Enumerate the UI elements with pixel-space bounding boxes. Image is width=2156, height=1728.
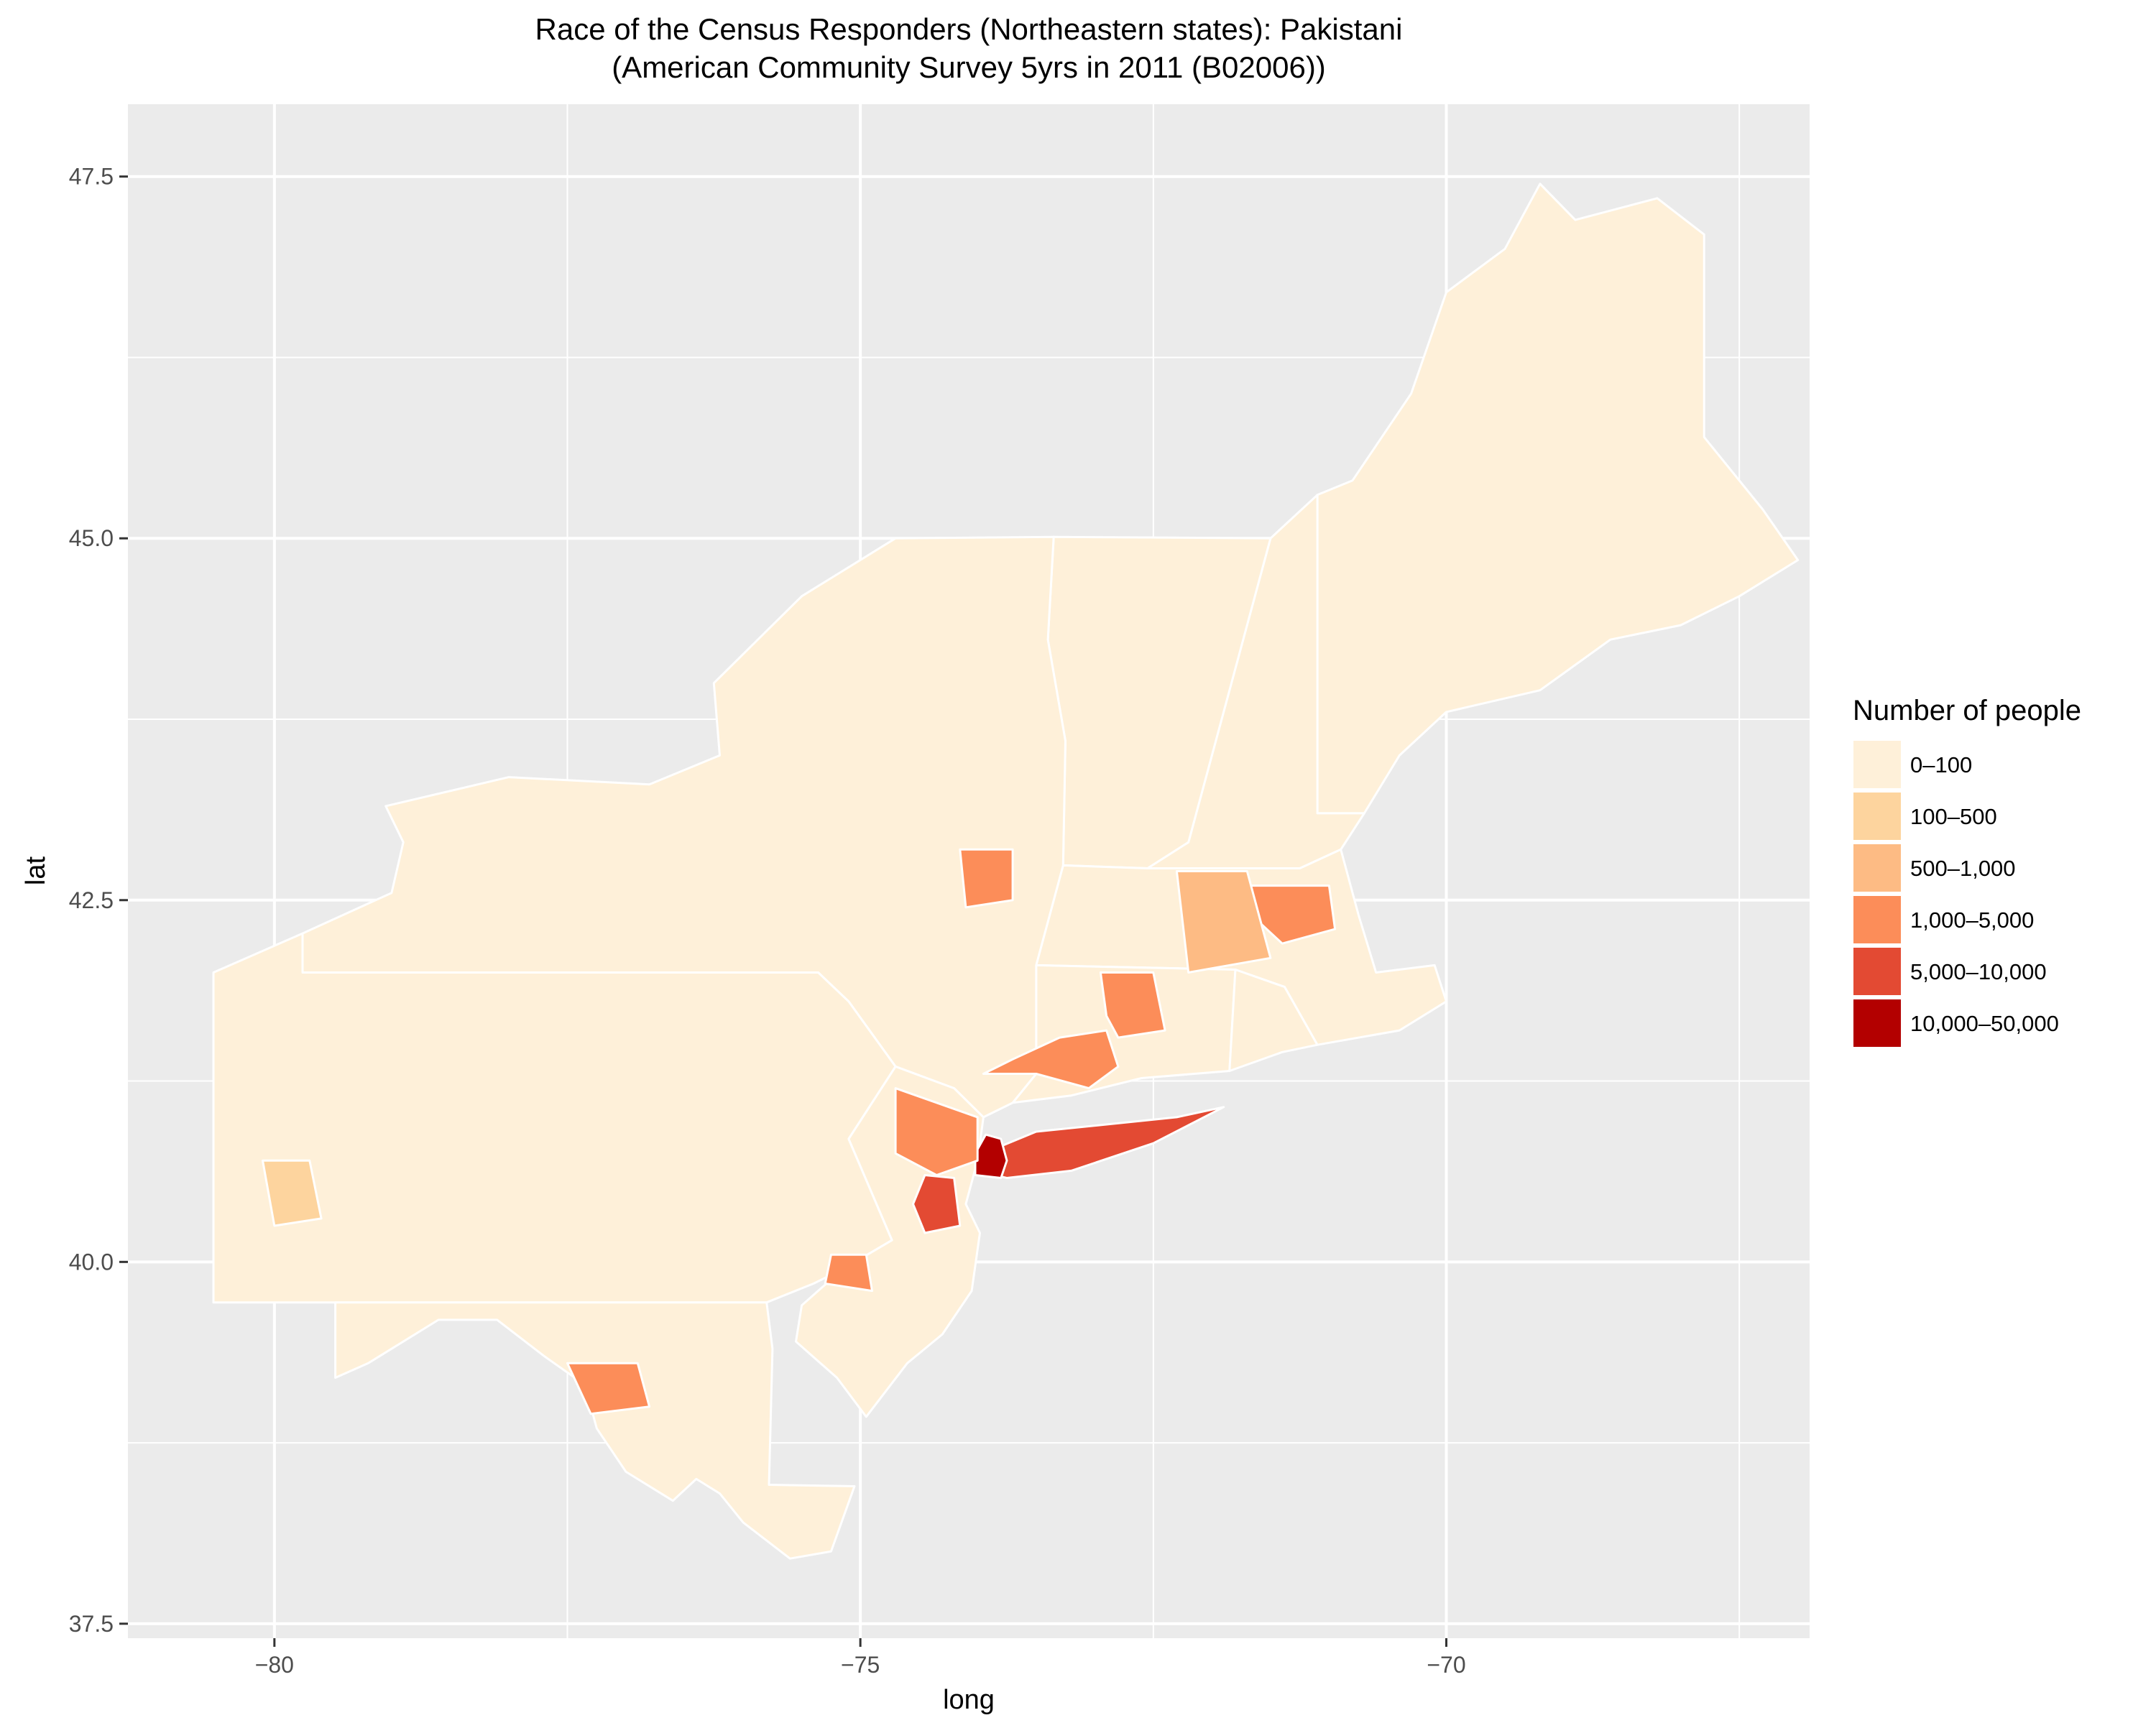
region-westchester-fairfield	[982, 1029, 1120, 1090]
region-pittsburgh-area	[262, 1159, 323, 1227]
legend-label-5: 10,000–50,000	[1910, 1011, 2059, 1036]
legend-key-5	[1852, 998, 1902, 1048]
legend-key-2	[1852, 843, 1902, 893]
y-tick-label: 37.5	[69, 1611, 114, 1637]
y-tick-label: 47.5	[69, 164, 114, 190]
legend-key-4	[1852, 946, 1902, 997]
region-long-island	[982, 1106, 1225, 1179]
region-maryland-delaware-counties	[334, 1301, 856, 1560]
region-hartford-area	[1099, 971, 1166, 1039]
legend-label-3: 1,000–5,000	[1910, 907, 2034, 933]
region-maine-counties	[1316, 182, 1800, 815]
x-tick-label: −80	[255, 1652, 294, 1678]
chart-title-line-2: (American Community Survey 5yrs in 2011 …	[612, 50, 1326, 84]
legend-key-1	[1852, 791, 1902, 841]
map-regions	[212, 182, 1800, 1560]
legend-label-2: 500–1,000	[1910, 856, 2016, 881]
y-tick-label: 45.0	[69, 525, 114, 551]
region-albany-area	[959, 848, 1014, 909]
legend-key-0	[1852, 739, 1902, 790]
region-rhode-island-counties	[1228, 969, 1319, 1072]
region-northern-new-jersey	[894, 1087, 979, 1176]
legend-label-0: 0–100	[1910, 752, 1972, 777]
legend-key-3	[1852, 895, 1902, 945]
x-axis-label: long	[943, 1685, 995, 1715]
x-axis: −80 −75 −70	[255, 1638, 1466, 1678]
legend: Number of people 0–100 100–500 500–1,000 1,…	[1852, 695, 2081, 1048]
x-tick-label: −70	[1427, 1652, 1465, 1678]
region-pennsylvania-counties	[212, 932, 897, 1304]
x-tick-label: −75	[841, 1652, 880, 1678]
legend-label-1: 100–500	[1910, 804, 1997, 829]
region-baltimore-washington	[566, 1362, 651, 1415]
y-tick-label: 42.5	[69, 887, 114, 913]
region-worcester-area	[1175, 870, 1272, 974]
y-axis-label: lat	[21, 856, 51, 885]
region-central-new-jersey	[912, 1174, 962, 1234]
legend-label-4: 5,000–10,000	[1910, 959, 2047, 984]
legend-items: 0–100 100–500 500–1,000 1,000–5,000 5,000–10…	[1852, 739, 2059, 1048]
region-philadelphia-area	[824, 1253, 873, 1293]
chart-title-line-1: Race of the Census Responders (Northeast…	[535, 12, 1403, 46]
y-axis: 37.5 40.0 42.5 45.0 47.5	[69, 164, 128, 1637]
y-tick-label: 40.0	[69, 1249, 114, 1275]
legend-title: Number of people	[1853, 695, 2081, 726]
